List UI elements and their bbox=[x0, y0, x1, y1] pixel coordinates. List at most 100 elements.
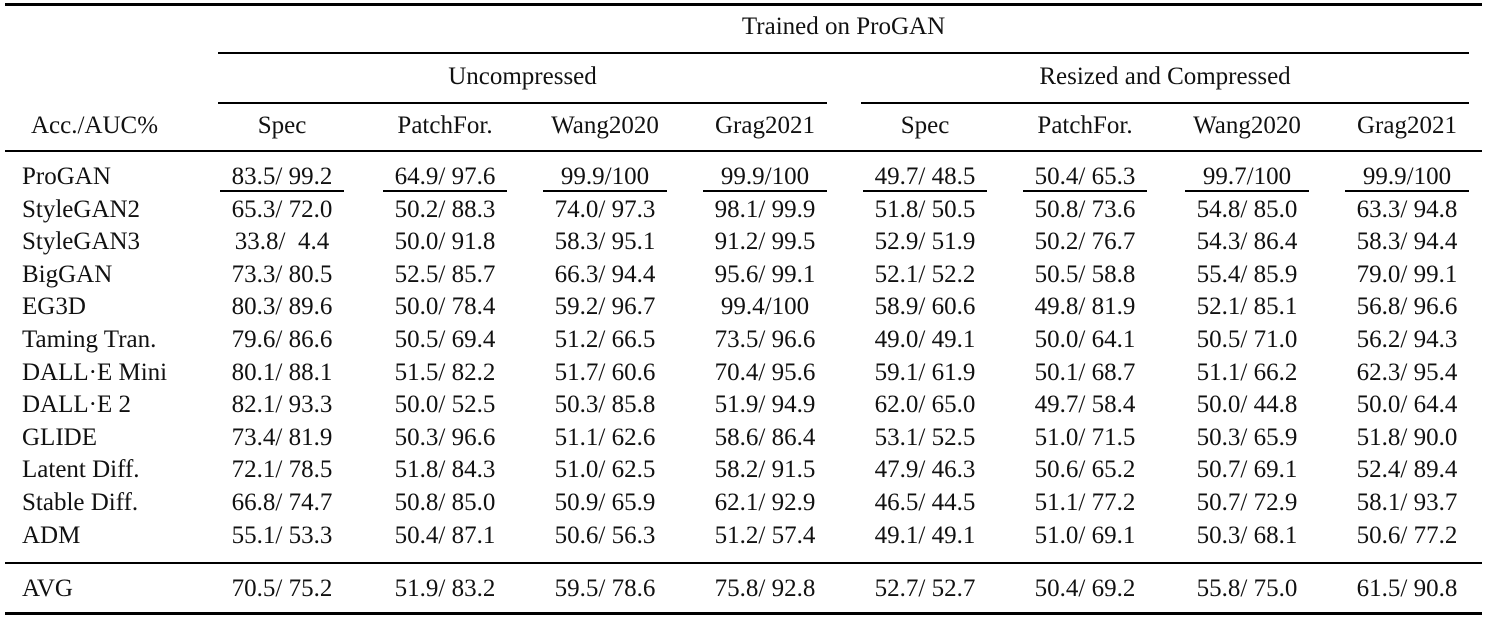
table-cell: 50.5/ 69.4 bbox=[394, 326, 496, 353]
row-label: GLIDE bbox=[22, 423, 97, 451]
table-cell: 51.2/ 66.5 bbox=[554, 326, 656, 353]
table-cell: 52.7/ 52.7 bbox=[874, 575, 976, 602]
table-cell: 51.9/ 83.2 bbox=[394, 575, 496, 602]
table-cell: 82.1/ 93.3 bbox=[231, 391, 333, 419]
table-cell: 50.7/ 69.1 bbox=[1196, 456, 1298, 484]
row-label: StyleGAN3 bbox=[22, 228, 141, 256]
table-cell: 95.6/ 99.1 bbox=[714, 260, 816, 288]
table-cell: 50.0/ 78.4 bbox=[394, 293, 496, 321]
avg-rule bbox=[5, 562, 1482, 564]
row-label: StyleGAN2 bbox=[22, 195, 141, 223]
table-cell: 91.2/ 99.5 bbox=[714, 228, 816, 256]
table-cell: 50.7/ 72.9 bbox=[1196, 489, 1298, 516]
table-cell: 52.5/ 85.7 bbox=[394, 260, 496, 288]
column-header: Spec bbox=[257, 112, 307, 139]
table-cell: 47.9/ 46.3 bbox=[874, 456, 976, 484]
table-cell: 51.8/ 90.0 bbox=[1356, 423, 1458, 451]
table-cell: 98.1/ 99.9 bbox=[714, 195, 816, 223]
table-cell: 75.8/ 92.8 bbox=[714, 575, 816, 602]
table-cell: 50.0/ 64.4 bbox=[1356, 391, 1458, 419]
table-cell: 49.7/ 48.5 bbox=[874, 163, 976, 190]
group-rule-resized-compressed bbox=[861, 102, 1469, 104]
table-cell: 49.7/ 58.4 bbox=[1034, 391, 1136, 419]
table-cell: 50.0/ 52.5 bbox=[394, 391, 496, 419]
cell-underline bbox=[543, 190, 667, 192]
table-cell: 50.2/ 76.7 bbox=[1034, 228, 1136, 256]
table-cell: 50.3/ 68.1 bbox=[1196, 521, 1298, 549]
table-cell: 51.5/ 82.2 bbox=[394, 358, 496, 386]
table-cell: 52.4/ 89.4 bbox=[1356, 456, 1458, 484]
table-cell: 50.6/ 77.2 bbox=[1356, 521, 1458, 549]
table-cell: 56.2/ 94.3 bbox=[1356, 326, 1458, 353]
table-cell: 50.0/ 91.8 bbox=[394, 228, 496, 256]
corner-header: Acc./AUC% bbox=[31, 112, 159, 139]
top-rule bbox=[5, 3, 1482, 6]
table-cell: 51.7/ 60.6 bbox=[554, 358, 656, 386]
table-cell: 51.0/ 69.1 bbox=[1034, 521, 1136, 549]
table-cell: 50.0/ 64.1 bbox=[1034, 326, 1136, 353]
table-cell: 63.3/ 94.8 bbox=[1356, 195, 1458, 223]
table-cell: 50.4/ 65.3 bbox=[1034, 163, 1136, 190]
table-cell: 51.8/ 84.3 bbox=[394, 456, 496, 484]
table-cell: 52.1/ 85.1 bbox=[1196, 293, 1298, 321]
table-cell: 62.1/ 92.9 bbox=[714, 489, 816, 516]
cell-underline bbox=[1185, 190, 1309, 192]
table-cell: 59.5/ 78.6 bbox=[554, 575, 656, 602]
table-cell: 65.3/ 72.0 bbox=[231, 195, 333, 223]
table-cell: 50.4/ 87.1 bbox=[394, 521, 496, 549]
table-cell: 51.0/ 62.5 bbox=[554, 456, 656, 484]
table-cell: 58.3/ 95.1 bbox=[554, 228, 656, 256]
table-cell: 50.9/ 65.9 bbox=[554, 489, 656, 516]
table-cell: 58.1/ 93.7 bbox=[1356, 489, 1458, 516]
table-cell: 33.8/ 4.4 bbox=[234, 228, 330, 256]
column-header: PatchFor. bbox=[1037, 112, 1133, 139]
table-cell: 62.3/ 95.4 bbox=[1356, 358, 1458, 386]
row-label: Taming Tran. bbox=[22, 326, 157, 353]
table-cell: 52.1/ 52.2 bbox=[874, 260, 976, 288]
table-cell: 62.0/ 65.0 bbox=[874, 391, 976, 419]
table-cell: 80.1/ 88.1 bbox=[231, 358, 333, 386]
table-cell: 66.8/ 74.7 bbox=[231, 489, 333, 516]
table-cell: 59.2/ 96.7 bbox=[554, 293, 656, 321]
cell-underline bbox=[703, 190, 827, 192]
bottom-rule bbox=[5, 612, 1482, 615]
table-cell: 50.1/ 68.7 bbox=[1034, 358, 1136, 386]
table-cell: 80.3/ 89.6 bbox=[231, 293, 333, 321]
table-cell: 51.8/ 50.5 bbox=[874, 195, 976, 223]
table-cell: 99.4/100 bbox=[720, 293, 810, 321]
table-cell: 50.6/ 56.3 bbox=[554, 521, 656, 549]
table-cell: 58.9/ 60.6 bbox=[874, 293, 976, 321]
table-cell: 66.3/ 94.4 bbox=[554, 260, 656, 288]
table-cell: 50.3/ 96.6 bbox=[394, 423, 496, 451]
row-label: DALL·E Mini bbox=[22, 358, 168, 386]
row-label: Latent Diff. bbox=[22, 456, 140, 484]
table-cell: 99.9/100 bbox=[720, 163, 810, 190]
column-header: PatchFor. bbox=[397, 112, 493, 139]
table-cell: 51.9/ 94.9 bbox=[714, 391, 816, 419]
table-cell: 53.1/ 52.5 bbox=[874, 423, 976, 451]
table-cell: 50.5/ 58.8 bbox=[1034, 260, 1136, 288]
row-label: AVG bbox=[22, 575, 73, 602]
table-cell: 50.2/ 88.3 bbox=[394, 195, 496, 223]
row-label: BigGAN bbox=[22, 260, 113, 288]
table-cell: 49.0/ 49.1 bbox=[874, 326, 976, 353]
table-cell: 55.1/ 53.3 bbox=[231, 521, 333, 549]
table-cell: 73.4/ 81.9 bbox=[231, 423, 333, 451]
table-cell: 50.3/ 65.9 bbox=[1196, 423, 1298, 451]
table-cell: 49.8/ 81.9 bbox=[1034, 293, 1136, 321]
row-label: DALL·E 2 bbox=[22, 391, 131, 419]
table-cell: 55.4/ 85.9 bbox=[1196, 260, 1298, 288]
table-cell: 79.0/ 99.1 bbox=[1356, 260, 1458, 288]
table-cell: 52.9/ 51.9 bbox=[874, 228, 976, 256]
table-cell: 50.4/ 69.2 bbox=[1034, 575, 1136, 602]
table-cell: 49.1/ 49.1 bbox=[874, 521, 976, 549]
table-cell: 72.1/ 78.5 bbox=[231, 456, 333, 484]
cell-underline bbox=[383, 190, 507, 192]
column-header: Wang2020 bbox=[551, 112, 659, 139]
column-header: Wang2020 bbox=[1193, 112, 1301, 139]
table-cell: 51.1/ 77.2 bbox=[1034, 489, 1136, 516]
table-cell: 99.7/100 bbox=[1202, 163, 1292, 190]
table-cell: 50.0/ 44.8 bbox=[1196, 391, 1298, 419]
table-cell: 59.1/ 61.9 bbox=[874, 358, 976, 386]
table-cell: 99.9/100 bbox=[1362, 163, 1452, 190]
